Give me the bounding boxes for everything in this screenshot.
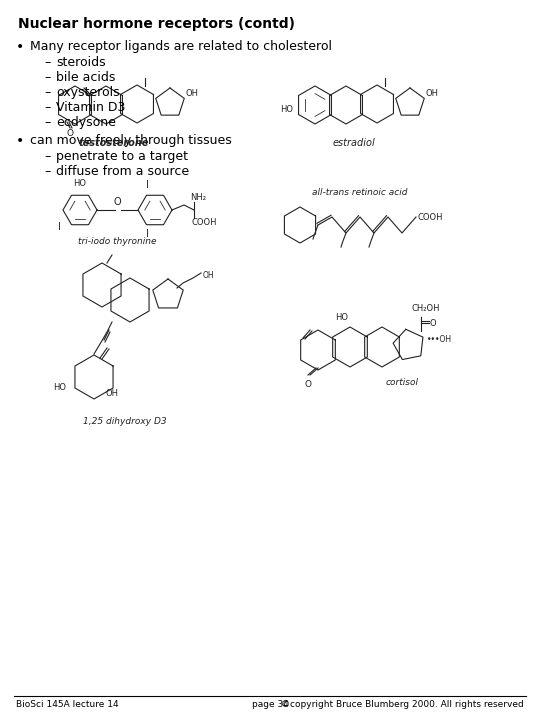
Text: –: – [44,71,50,84]
Text: CH₂OH: CH₂OH [411,304,440,313]
Text: I: I [146,180,148,190]
Text: OH: OH [185,89,198,97]
Text: diffuse from a source: diffuse from a source [56,165,189,178]
Text: HO: HO [280,106,293,114]
Text: –: – [44,86,50,99]
Text: COOH: COOH [418,212,443,222]
Text: estradiol: estradiol [333,138,375,148]
Text: penetrate to a target: penetrate to a target [56,150,188,163]
Text: O: O [305,380,312,389]
Text: OH: OH [425,89,438,97]
Text: HO: HO [73,179,86,188]
Text: –: – [44,56,50,69]
Text: ecdysone: ecdysone [56,116,116,129]
Text: oxysterols: oxysterols [56,86,120,99]
Text: COOH: COOH [192,218,218,227]
Text: I: I [146,229,148,239]
Text: O: O [114,197,122,207]
Text: HO: HO [335,313,348,322]
Text: 1,25 dihydroxy D3: 1,25 dihydroxy D3 [83,417,167,426]
Text: •: • [16,134,24,148]
Text: OH: OH [203,271,214,279]
Text: Nuclear hormone receptors (contd): Nuclear hormone receptors (contd) [18,17,295,31]
Text: ©copyright Bruce Blumberg 2000. All rights reserved: ©copyright Bruce Blumberg 2000. All righ… [281,700,524,709]
Text: •••OH: •••OH [427,335,452,343]
Text: O: O [66,129,73,138]
Text: Vitamin D3: Vitamin D3 [56,101,125,114]
Text: all-trans retinoic acid: all-trans retinoic acid [312,188,408,197]
Text: I: I [58,222,61,232]
Text: BioSci 145A lecture 14: BioSci 145A lecture 14 [16,700,119,709]
Text: bile acids: bile acids [56,71,116,84]
Text: page 34: page 34 [252,700,288,709]
Text: •: • [16,40,24,54]
Text: –: – [44,101,50,114]
Text: steroids: steroids [56,56,106,69]
Text: cortisol: cortisol [386,378,418,387]
Text: –: – [44,116,50,129]
Text: HO: HO [53,382,66,392]
Text: Many receptor ligands are related to cholesterol: Many receptor ligands are related to cho… [30,40,332,53]
Text: –: – [44,165,50,178]
Text: can move freely through tissues: can move freely through tissues [30,134,232,147]
Text: NH₂: NH₂ [190,193,206,202]
Text: testosterone: testosterone [79,138,149,148]
Text: O: O [429,318,436,328]
Text: –: – [44,150,50,163]
Text: OH: OH [106,389,119,397]
Text: tri-iodo thyronine: tri-iodo thyronine [78,237,157,246]
